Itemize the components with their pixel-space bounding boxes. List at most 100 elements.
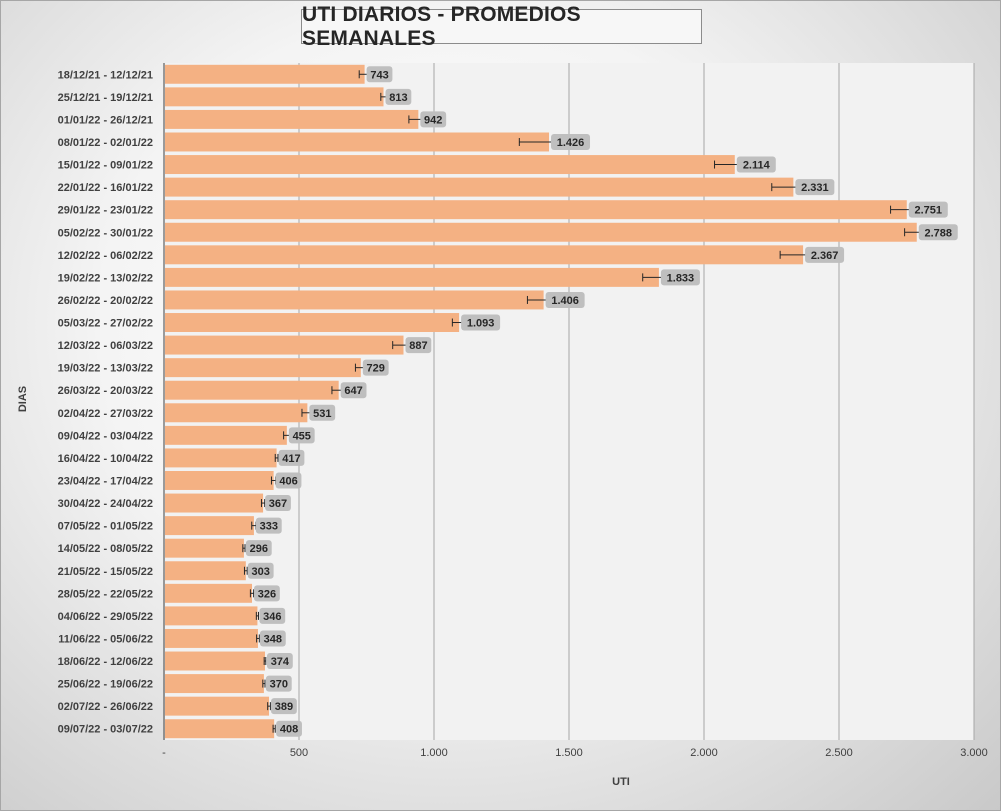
- data-label: 1.093: [467, 318, 495, 330]
- y-tick-label: 09/07/22 - 03/07/22: [58, 724, 153, 736]
- y-tick-label: 25/12/21 - 19/12/21: [58, 92, 153, 104]
- data-label: 455: [293, 430, 311, 442]
- y-tick-label: 22/01/22 - 16/01/22: [58, 182, 153, 194]
- chart-title: UTI DIARIOS - PROMEDIOS SEMANALES: [301, 3, 702, 50]
- x-tick-label: 500: [290, 747, 308, 759]
- data-label-bg: [551, 133, 591, 150]
- data-label: 2.751: [915, 205, 943, 217]
- data-label-bg: [275, 472, 302, 489]
- data-label-bg: [265, 495, 291, 512]
- data-label: 326: [258, 588, 276, 600]
- bar: [165, 651, 265, 671]
- bar: [165, 538, 244, 558]
- data-label: 2.331: [801, 182, 829, 194]
- y-tick-label: 18/06/22 - 12/06/22: [58, 656, 153, 668]
- bar: [165, 245, 804, 265]
- data-label: 813: [389, 92, 407, 104]
- data-label: 743: [370, 69, 388, 81]
- y-tick-label: 26/02/22 - 20/02/22: [58, 295, 153, 307]
- data-label: 2.367: [811, 250, 839, 262]
- bar: [165, 583, 253, 603]
- data-label-bg: [278, 449, 305, 466]
- data-label-bg: [266, 653, 293, 670]
- y-tick-label: 02/04/22 - 27/03/22: [58, 408, 153, 420]
- data-label-bg: [255, 517, 282, 534]
- data-label-bg: [254, 585, 280, 602]
- data-label: 887: [409, 340, 427, 352]
- bar: [165, 64, 365, 84]
- data-label-bg: [908, 201, 948, 218]
- y-tick-label: 08/01/22 - 02/01/22: [58, 137, 153, 149]
- data-label: 348: [264, 633, 282, 645]
- bar: [165, 132, 550, 152]
- data-label-bg: [259, 630, 286, 647]
- data-label-bg: [276, 720, 302, 737]
- data-label: 942: [424, 114, 442, 126]
- bar: [165, 561, 246, 581]
- bar: [165, 674, 264, 694]
- y-tick-label: 11/06/22 - 05/06/22: [58, 633, 153, 645]
- y-tick-label: 14/05/22 - 08/05/22: [58, 543, 153, 555]
- data-label-bg: [288, 427, 315, 444]
- x-axis-title: UTI: [612, 776, 630, 788]
- data-label-bg: [461, 314, 501, 331]
- data-label-bg: [736, 156, 776, 173]
- bar: [165, 493, 264, 513]
- data-label-bg: [795, 179, 835, 196]
- bar: [165, 719, 275, 739]
- x-tick-label: 1.000: [420, 747, 448, 759]
- y-tick-label: 15/01/22 - 09/01/22: [58, 160, 153, 172]
- y-tick-label: 29/01/22 - 23/01/22: [58, 205, 153, 217]
- x-tick-label: 1.500: [555, 747, 583, 759]
- y-tick-label: 23/04/22 - 17/04/22: [58, 475, 153, 487]
- data-label: 296: [250, 543, 268, 555]
- data-label-bg: [918, 224, 958, 241]
- bar: [165, 606, 258, 626]
- data-label: 1.406: [551, 295, 579, 307]
- data-label-bg: [362, 359, 389, 376]
- y-tick-label: 21/05/22 - 15/05/22: [58, 566, 153, 578]
- x-tick-label: 3.000: [960, 747, 988, 759]
- y-tick-label: 09/04/22 - 03/04/22: [58, 430, 153, 442]
- y-tick-label: 02/07/22 - 26/06/22: [58, 701, 153, 713]
- x-tick-label: 2.000: [690, 747, 718, 759]
- y-tick-label: 16/04/22 - 10/04/22: [58, 453, 153, 465]
- data-label-bg: [340, 382, 367, 399]
- data-label: 370: [270, 679, 288, 691]
- bar: [165, 425, 287, 445]
- y-tick-label: 19/03/22 - 13/03/22: [58, 363, 153, 375]
- y-tick-label: 01/01/22 - 26/12/21: [58, 114, 153, 126]
- data-label: 389: [275, 701, 293, 713]
- bar: [165, 155, 735, 175]
- bar: [165, 177, 794, 197]
- data-label-bg: [366, 66, 393, 83]
- data-label: 333: [260, 521, 278, 533]
- data-label: 1.426: [557, 137, 585, 149]
- data-label: 367: [269, 498, 287, 510]
- y-tick-label: 25/06/22 - 19/06/22: [58, 679, 153, 691]
- bar: [165, 628, 258, 648]
- x-tick-label: -: [162, 747, 166, 759]
- data-label-bg: [259, 607, 286, 624]
- bar: [165, 200, 907, 220]
- data-label: 374: [271, 656, 290, 668]
- data-label-bg: [385, 88, 412, 105]
- y-tick-label: 28/05/22 - 22/05/22: [58, 588, 153, 600]
- data-label: 406: [279, 475, 297, 487]
- bar: [165, 109, 419, 129]
- data-label-bg: [265, 675, 292, 692]
- bar: [165, 222, 917, 242]
- data-label-bg: [420, 111, 447, 128]
- data-label: 1.833: [667, 272, 695, 284]
- y-tick-label: 12/03/22 - 06/03/22: [58, 340, 153, 352]
- data-label-bg: [247, 562, 274, 579]
- bar: [165, 516, 254, 536]
- x-tick-label: 2.500: [825, 747, 853, 759]
- data-label: 2.788: [924, 227, 952, 239]
- bar: [165, 380, 339, 400]
- bar: [165, 471, 274, 490]
- data-label: 408: [280, 724, 298, 736]
- bar: [165, 87, 384, 107]
- y-tick-label: 07/05/22 - 01/05/22: [58, 521, 153, 533]
